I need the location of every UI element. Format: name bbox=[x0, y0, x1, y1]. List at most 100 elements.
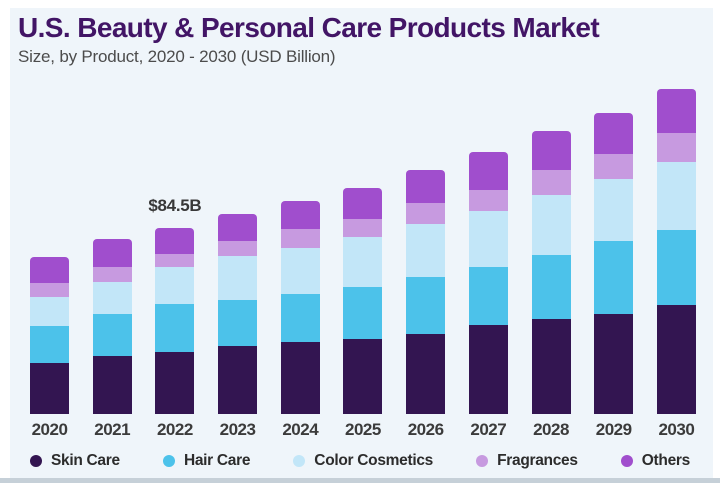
color-cosmetics-dot-icon bbox=[293, 455, 306, 467]
bar-stack bbox=[343, 187, 383, 414]
bar-column-2023: 2023 bbox=[218, 84, 258, 439]
bar-segment-color-cosmetics bbox=[218, 255, 258, 300]
bar-segment-color-cosmetics bbox=[30, 297, 69, 327]
bar-column-2022: 2022 $84.5B bbox=[148, 84, 201, 439]
bar-column-2025: 2025 bbox=[343, 84, 383, 439]
x-axis-label: 2030 bbox=[658, 420, 695, 439]
bar-column-2029: 2029 bbox=[594, 84, 634, 439]
bar-segment-fragrances bbox=[343, 218, 383, 238]
bar-segment-others bbox=[218, 213, 258, 242]
bar-stack bbox=[406, 170, 446, 414]
bar-segment-fragrances bbox=[30, 283, 69, 298]
bar-segment-skin-care bbox=[218, 346, 258, 414]
chart-subtitle: Size, by Product, 2020 - 2030 (USD Billi… bbox=[18, 47, 336, 66]
bar-segment-others bbox=[155, 228, 195, 254]
legend-item-fragrances: Fragrances bbox=[476, 452, 578, 470]
legend-item-skin-care: Skin Care bbox=[30, 452, 120, 470]
x-axis-label: 2024 bbox=[282, 420, 319, 439]
x-axis-label: 2029 bbox=[595, 420, 632, 439]
bar-segment-hair-care bbox=[406, 277, 446, 335]
x-axis-label: 2021 bbox=[94, 420, 131, 439]
bar-column-2028: 2028 bbox=[531, 84, 571, 439]
bar-segment-skin-care bbox=[468, 325, 508, 414]
bar-segment-skin-care bbox=[280, 342, 320, 414]
bar-segment-others bbox=[30, 257, 69, 284]
bar-segment-fragrances bbox=[594, 154, 634, 180]
bar-segment-fragrances bbox=[92, 266, 132, 282]
x-axis-label: 2022 bbox=[156, 420, 193, 439]
bar-stack bbox=[280, 201, 320, 414]
bar-segment-skin-care bbox=[155, 352, 195, 414]
bar-segment-skin-care bbox=[656, 305, 696, 414]
bar-column-2021: 2021 bbox=[92, 84, 132, 439]
legend-item-hair-care: Hair Care bbox=[162, 452, 251, 470]
legend-item-color-cosmetics: Color Cosmetics bbox=[293, 452, 433, 470]
bar-segment-color-cosmetics bbox=[343, 237, 383, 288]
x-axis-label: 2023 bbox=[219, 420, 256, 439]
bar-segment-color-cosmetics bbox=[531, 195, 571, 256]
bar-segment-others bbox=[343, 187, 383, 219]
x-axis-label: 2027 bbox=[470, 420, 507, 439]
bar-segment-hair-care bbox=[531, 255, 571, 319]
bar-segment-others bbox=[280, 201, 320, 230]
fragrances-dot-icon bbox=[476, 455, 489, 467]
legend-label: Fragrances bbox=[497, 452, 578, 469]
bar-segment-fragrances bbox=[656, 133, 696, 163]
legend-item-others: Others bbox=[620, 452, 690, 470]
bar-stack bbox=[155, 228, 195, 414]
bar-segment-skin-care bbox=[406, 334, 446, 414]
legend: Skin Care Hair Care Color Cosmetics Frag… bbox=[30, 451, 690, 471]
chart-title: U.S. Beauty & Personal Care Products Mar… bbox=[18, 12, 600, 43]
legend-label: Hair Care bbox=[183, 452, 251, 469]
legend-label: Others bbox=[641, 452, 690, 469]
bar-segment-fragrances bbox=[406, 203, 446, 225]
bar-segment-hair-care bbox=[155, 304, 195, 352]
bar-column-2027: 2027 bbox=[468, 84, 508, 439]
bar-segment-hair-care bbox=[343, 287, 383, 340]
bar-segment-hair-care bbox=[280, 294, 320, 343]
bar-segment-skin-care bbox=[30, 363, 69, 414]
bar-segment-hair-care bbox=[656, 230, 696, 306]
bar-segment-others bbox=[406, 170, 446, 204]
bar-segment-color-cosmetics bbox=[468, 210, 508, 267]
x-axis-label: 2026 bbox=[407, 420, 444, 439]
bar-segment-skin-care bbox=[531, 319, 571, 414]
bar-stack bbox=[92, 239, 132, 414]
bar-segment-others bbox=[656, 89, 696, 134]
bar-segment-fragrances bbox=[531, 170, 571, 196]
bar-segment-fragrances bbox=[218, 241, 258, 256]
bar-segment-skin-care bbox=[92, 355, 132, 414]
bar-column-2026: 2026 bbox=[406, 84, 446, 439]
others-dot-icon bbox=[620, 455, 633, 467]
bar-segment-others bbox=[468, 152, 508, 190]
bar-segment-hair-care bbox=[92, 313, 132, 356]
bar-stack bbox=[656, 89, 696, 414]
bar-segment-others bbox=[92, 239, 132, 267]
bar-segment-color-cosmetics bbox=[280, 248, 320, 295]
hair-care-dot-icon bbox=[162, 455, 175, 467]
bar-segment-hair-care bbox=[218, 299, 258, 346]
bar-segment-skin-care bbox=[594, 314, 634, 414]
bar-segment-color-cosmetics bbox=[656, 162, 696, 231]
legend-label: Skin Care bbox=[51, 452, 120, 469]
bar-column-2020: 2020 bbox=[30, 84, 69, 439]
bottom-edge-strip bbox=[0, 478, 720, 483]
bar-stack bbox=[594, 113, 634, 414]
bar-segment-hair-care bbox=[30, 326, 69, 364]
bar-segment-color-cosmetics bbox=[594, 179, 634, 242]
bar-column-2024: 2024 bbox=[280, 84, 320, 439]
value-annotation: $84.5B bbox=[148, 196, 202, 216]
bar-segment-color-cosmetics bbox=[155, 267, 195, 304]
bar-stack bbox=[30, 257, 69, 414]
x-axis-label: 2020 bbox=[31, 420, 68, 439]
bar-segment-fragrances bbox=[155, 253, 195, 267]
bar-segment-fragrances bbox=[280, 229, 320, 249]
skin-care-dot-icon bbox=[30, 455, 42, 467]
bar-segment-color-cosmetics bbox=[92, 281, 132, 314]
bar-stack bbox=[218, 213, 258, 414]
plot-area: 2020 2021 2022 $84.5B 2023 2024 2025 2026 2027 20… bbox=[30, 84, 696, 439]
bar-column-2030: 2030 bbox=[656, 84, 696, 439]
bar-segment-others bbox=[594, 113, 634, 155]
bar-stack bbox=[531, 131, 571, 414]
bar-segment-skin-care bbox=[343, 339, 383, 414]
